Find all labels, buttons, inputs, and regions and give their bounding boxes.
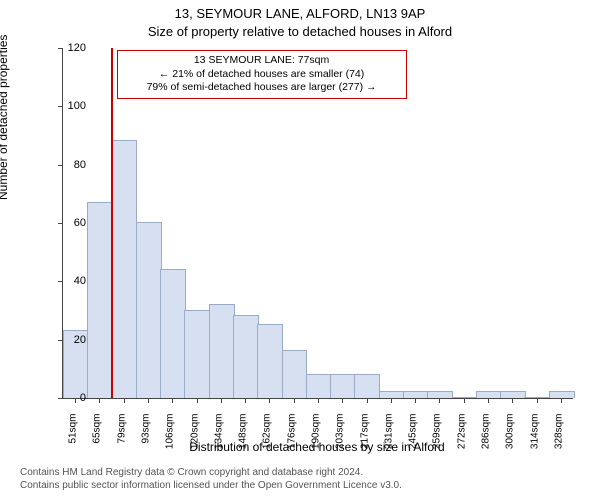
histogram-bar — [427, 391, 453, 398]
histogram-bar — [282, 350, 308, 398]
histogram-bar — [87, 202, 113, 398]
histogram-bar — [500, 391, 526, 398]
histogram-bar — [184, 310, 210, 399]
x-tick-mark — [318, 398, 319, 403]
x-tick-mark — [221, 398, 222, 403]
plot-area: 51sqm65sqm79sqm93sqm106sqm120sqm134sqm14… — [62, 48, 573, 399]
histogram-bar — [403, 391, 429, 398]
histogram-bar — [476, 391, 502, 398]
x-tick-mark — [124, 398, 125, 403]
x-tick-mark — [342, 398, 343, 403]
x-tick-mark — [197, 398, 198, 403]
y-tick-label: 100 — [46, 100, 86, 112]
annotation-box: 13 SEYMOUR LANE: 77sqm ← 21% of detached … — [117, 50, 407, 99]
y-tick-label: 120 — [46, 42, 86, 54]
histogram-bar — [257, 324, 283, 398]
y-tick-label: 40 — [46, 275, 86, 287]
histogram-bar — [379, 391, 405, 398]
attribution-text: Contains HM Land Registry data © Crown c… — [20, 466, 402, 492]
x-tick-mark — [561, 398, 562, 403]
x-tick-mark — [99, 398, 100, 403]
histogram-bar — [306, 374, 332, 398]
histogram-bar — [160, 269, 186, 398]
x-tick-mark — [488, 398, 489, 403]
y-tick-label: 60 — [46, 217, 86, 229]
histogram-bar — [136, 222, 162, 398]
attribution-line1: Contains HM Land Registry data © Crown c… — [20, 467, 363, 478]
histogram-bar — [112, 140, 138, 398]
histogram-bar — [209, 304, 235, 398]
histogram-bar — [330, 374, 356, 398]
x-tick-mark — [512, 398, 513, 403]
reference-line — [111, 48, 113, 398]
chart-container: 13, SEYMOUR LANE, ALFORD, LN13 9AP Size … — [0, 0, 600, 500]
x-axis-label: Distribution of detached houses by size … — [62, 440, 572, 454]
y-tick-label: 20 — [46, 334, 86, 346]
y-tick-label: 0 — [46, 392, 86, 404]
x-tick-mark — [464, 398, 465, 403]
x-tick-mark — [391, 398, 392, 403]
x-tick-mark — [172, 398, 173, 403]
chart-title-main: 13, SEYMOUR LANE, ALFORD, LN13 9AP — [0, 6, 600, 21]
x-tick-mark — [148, 398, 149, 403]
x-tick-mark — [537, 398, 538, 403]
x-tick-mark — [439, 398, 440, 403]
attribution-line2: Contains public sector information licen… — [20, 480, 402, 491]
annotation-line2: ← 21% of detached houses are smaller (74… — [159, 68, 364, 80]
y-tick-label: 80 — [46, 159, 86, 171]
histogram-bar — [233, 315, 259, 398]
x-tick-mark — [367, 398, 368, 403]
annotation-line1: 13 SEYMOUR LANE: 77sqm — [194, 54, 329, 66]
histogram-bar — [354, 374, 380, 398]
x-tick-mark — [245, 398, 246, 403]
x-tick-mark — [415, 398, 416, 403]
y-axis-label: Number of detached properties — [0, 35, 10, 200]
chart-subtitle: Size of property relative to detached ho… — [0, 24, 600, 39]
x-tick-mark — [294, 398, 295, 403]
x-tick-mark — [269, 398, 270, 403]
histogram-bar — [549, 391, 575, 398]
annotation-line3: 79% of semi-detached houses are larger (… — [147, 81, 377, 93]
